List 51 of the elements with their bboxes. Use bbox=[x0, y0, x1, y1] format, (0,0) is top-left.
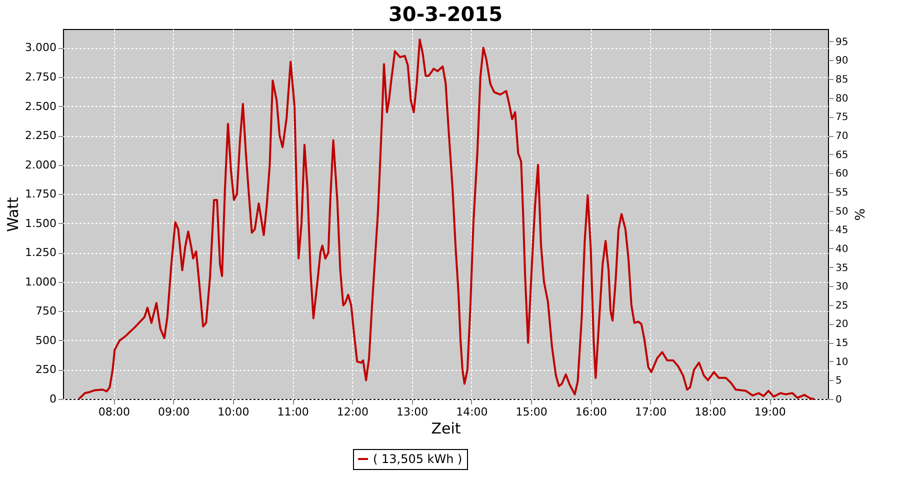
x-tick-label: 19:00 bbox=[754, 406, 786, 418]
y2-tick-label: 90 bbox=[836, 56, 848, 67]
y2-tick-label: 0 bbox=[836, 394, 842, 406]
y-tick-label: 1.000 bbox=[25, 275, 56, 288]
x-tick-label: 13:00 bbox=[396, 406, 428, 418]
x-tick-label: 18:00 bbox=[694, 406, 726, 418]
y-tick-label: 3.000 bbox=[25, 41, 56, 54]
y-axis-title: Watt bbox=[4, 196, 22, 232]
y2-tick-label: 65 bbox=[836, 150, 848, 161]
y2-tick-label: 30 bbox=[836, 282, 848, 293]
y2-tick-label: 55 bbox=[836, 187, 848, 198]
x-tick-label: 12:00 bbox=[336, 406, 369, 418]
y2-tick-label: 10 bbox=[836, 356, 848, 368]
x-tick-label: 17:00 bbox=[634, 406, 667, 418]
y-tick-label: 2.500 bbox=[25, 100, 56, 113]
x-tick-label: 10:00 bbox=[218, 406, 250, 418]
legend-label: ( 13,505 kWh ) bbox=[373, 452, 462, 466]
y2-tick-label: 15 bbox=[836, 338, 848, 350]
y-tick-label: 2.250 bbox=[25, 129, 56, 142]
y-tick-label: 250 bbox=[36, 363, 56, 376]
y2-axis-title: % bbox=[851, 208, 866, 221]
y2-tick-label: 50 bbox=[836, 206, 848, 218]
y-tick-label: 1.500 bbox=[25, 216, 56, 230]
x-tick-label: 09:00 bbox=[158, 406, 190, 418]
y-tick-label: 1.750 bbox=[25, 188, 56, 201]
x-tick-label: 15:00 bbox=[516, 406, 548, 418]
y2-tick-label: 70 bbox=[836, 131, 848, 142]
x-axis-title: Zeit bbox=[431, 420, 461, 438]
x-tick-label: 14:00 bbox=[456, 406, 488, 418]
y2-tick-label: 20 bbox=[836, 319, 848, 330]
y2-tick-label: 45 bbox=[836, 225, 848, 236]
x-tick-label: 08:00 bbox=[98, 406, 130, 418]
y2-tick-label: 25 bbox=[836, 300, 848, 312]
y-tick-label: 1.250 bbox=[25, 246, 56, 260]
x-tick-label: 16:00 bbox=[575, 406, 608, 418]
line-series bbox=[78, 38, 816, 400]
y2-tick-label: 35 bbox=[836, 262, 848, 274]
x-tick-label: 11:00 bbox=[277, 406, 309, 418]
y-tick-label: 0 bbox=[50, 392, 56, 406]
y2-tick-label: 60 bbox=[836, 168, 848, 180]
y2-tick-label: 85 bbox=[836, 74, 848, 86]
y-tick-label: 2.000 bbox=[25, 158, 56, 172]
chart-title: 30-3-2015 bbox=[388, 2, 503, 26]
y-tick-label: 500 bbox=[36, 334, 56, 347]
y2-tick-label: 80 bbox=[836, 93, 848, 104]
y2-tick-label: 95 bbox=[836, 36, 848, 48]
y2-tick-label: 40 bbox=[836, 244, 848, 255]
y2-tick-label: 75 bbox=[836, 112, 848, 124]
y-tick-label: 2.750 bbox=[25, 70, 56, 84]
y2-tick-label: 5 bbox=[836, 376, 842, 387]
y-tick-label: 750 bbox=[36, 304, 56, 318]
